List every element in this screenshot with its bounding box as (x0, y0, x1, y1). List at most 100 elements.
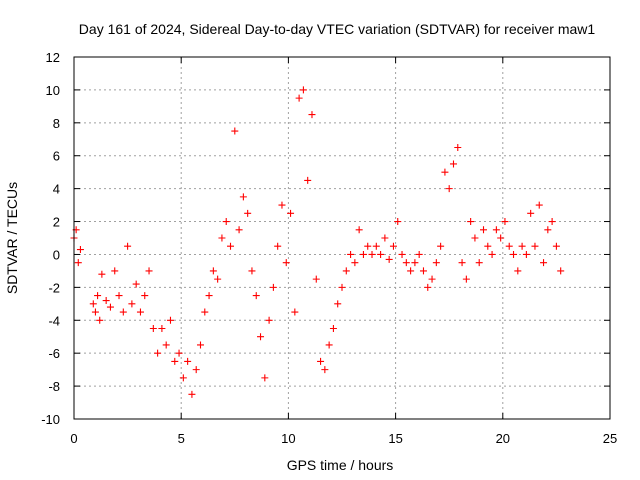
data-point (419, 267, 427, 275)
data-point (154, 349, 162, 357)
data-point (94, 292, 102, 300)
data-point (235, 226, 243, 234)
data-point (342, 267, 350, 275)
data-point (291, 308, 299, 316)
data-point (527, 209, 535, 217)
y-tick-label: 10 (46, 83, 60, 98)
data-point (540, 259, 548, 267)
plot-frame (73, 56, 611, 420)
data-point (89, 300, 97, 308)
x-tick-label: 15 (388, 431, 402, 446)
x-tick-labels: 0 5 10 15 20 25 (70, 431, 617, 446)
y-tick-label: 0 (53, 247, 60, 262)
data-point (394, 218, 402, 226)
y-tick-label: 6 (53, 149, 60, 164)
data-point (299, 86, 307, 94)
data-point (488, 250, 496, 258)
y-axis-label: SDTVAR / TECUs (4, 182, 20, 294)
data-point (295, 94, 303, 102)
data-point (308, 111, 316, 119)
data-point (377, 250, 385, 258)
data-point (441, 168, 449, 176)
data-point (458, 259, 466, 267)
data-point (98, 270, 106, 278)
data-point (522, 250, 530, 258)
data-point (261, 374, 269, 382)
data-point (462, 275, 470, 283)
data-point (119, 308, 127, 316)
data-point (76, 246, 84, 254)
data-point (552, 242, 560, 250)
data-point (222, 218, 230, 226)
data-point (184, 357, 192, 365)
y-tick-label: -8 (48, 379, 60, 394)
data-point (128, 300, 136, 308)
y-tick-labels: -10 -8 -6 -4 -2 0 2 4 6 8 10 12 (41, 50, 60, 427)
data-point (445, 185, 453, 193)
data-point (252, 292, 260, 300)
data-point (227, 242, 235, 250)
data-point (111, 267, 119, 275)
data-point (398, 250, 406, 258)
data-point (325, 341, 333, 349)
x-tick-label: 25 (603, 431, 617, 446)
data-point (282, 259, 290, 267)
grid (74, 57, 610, 419)
data-point (278, 201, 286, 209)
data-point (209, 267, 217, 275)
data-point (338, 283, 346, 291)
data-point (132, 280, 140, 288)
data-point (351, 259, 359, 267)
data-point (166, 316, 174, 324)
y-tick-label: -6 (48, 346, 60, 361)
y-tick-label: 8 (53, 116, 60, 131)
data-point (96, 316, 104, 324)
data-point (179, 374, 187, 382)
data-point (372, 242, 380, 250)
data-point (158, 325, 166, 332)
data-point (244, 209, 252, 217)
data-point (321, 366, 329, 374)
data-point (136, 308, 144, 316)
data-point (402, 259, 410, 267)
data-point (334, 300, 342, 308)
x-tick-label: 10 (281, 431, 295, 446)
y-tick-label: 4 (53, 182, 60, 197)
data-point (449, 160, 457, 168)
data-point (141, 292, 149, 300)
data-point (312, 275, 320, 283)
y-tick-label: -2 (48, 280, 60, 295)
data-point (205, 292, 213, 300)
data-point (124, 242, 132, 250)
data-point (510, 250, 518, 258)
data-point (196, 341, 204, 349)
data-point (115, 292, 123, 300)
data-point (389, 242, 397, 250)
data-point (467, 218, 475, 226)
data-point (514, 267, 522, 275)
data-point (544, 226, 552, 234)
data-point (475, 259, 483, 267)
data-point (74, 259, 82, 267)
data-point (171, 357, 179, 365)
data-point (505, 242, 513, 250)
y-tick-label: 12 (46, 50, 60, 65)
y-tick-label: 2 (53, 215, 60, 230)
data-point (411, 259, 419, 267)
y-tick-label: -10 (41, 412, 60, 427)
data-point (385, 255, 393, 263)
data-point (317, 357, 325, 365)
x-tick-label: 5 (178, 431, 185, 446)
data-point (347, 250, 355, 258)
data-point (269, 283, 277, 291)
data-point (531, 242, 539, 250)
data-point (257, 333, 265, 341)
x-axis-label: GPS time / hours (287, 457, 394, 473)
data-point (239, 193, 247, 201)
data-point (407, 267, 415, 275)
data-point (484, 242, 492, 250)
data-point (287, 209, 295, 217)
data-point (415, 250, 423, 258)
data-points (70, 86, 565, 398)
